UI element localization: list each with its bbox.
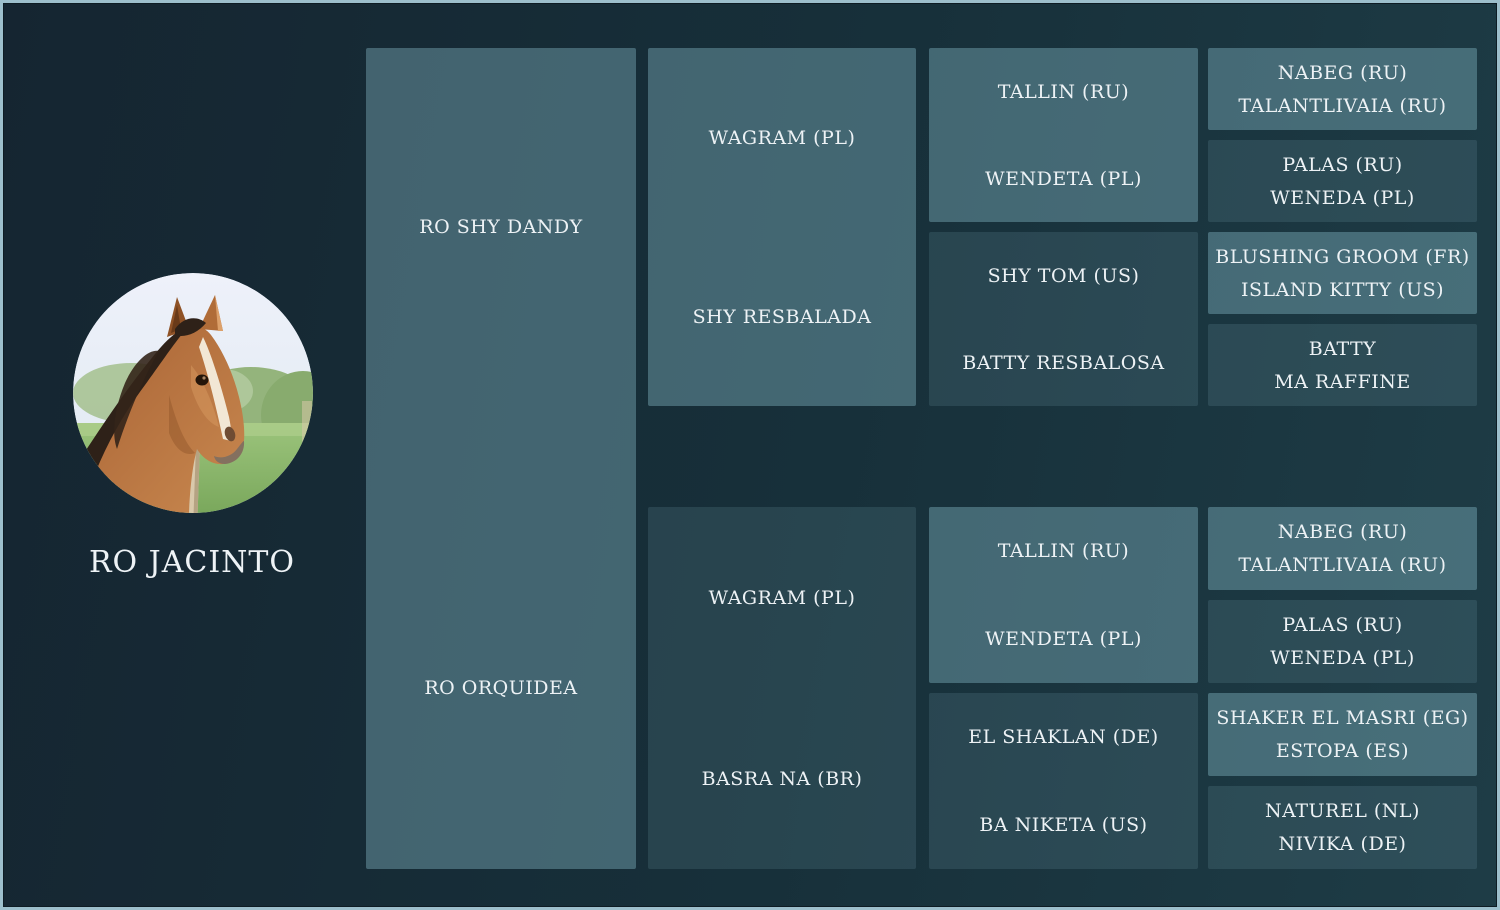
ancestor-name: SHAKER EL MASRI (EG): [1216, 707, 1469, 729]
ancestor-name: NATUREL (NL): [1265, 800, 1420, 822]
ancestor-name: TALANTLIVAIA (RU): [1238, 554, 1447, 576]
ancestor-name: BLUSHING GROOM (FR): [1215, 245, 1470, 268]
ancestor-name: BATTY: [1308, 337, 1377, 360]
ancestor-cell: WENDETA (PL): [929, 595, 1198, 683]
ancestor-name: BATTY RESBALOSA: [962, 351, 1165, 374]
ancestor-name: BASRA NA (BR): [701, 767, 863, 790]
ancestor-name: WENEDA (PL): [1270, 186, 1415, 209]
ancestor-name: RO SHY DANDY: [419, 216, 583, 238]
pedigree-box-gen4-1[interactable]: PALAS (RU) WENEDA (PL): [1208, 140, 1477, 222]
ancestor-name: RO ORQUIDEA: [424, 677, 578, 699]
pedigree-box-gen3-3[interactable]: EL SHAKLAN (DE) BA NIKETA (US): [929, 693, 1198, 869]
pedigree-box-gen3-0[interactable]: TALLIN (RU) WENDETA (PL): [929, 48, 1198, 222]
ancestor-name: SHY RESBALADA: [692, 305, 872, 328]
ancestor-cell: BA NIKETA (US): [929, 781, 1198, 869]
ancestor-name: ESTOPA (ES): [1275, 740, 1410, 762]
ancestor-name: TALLIN (RU): [997, 540, 1130, 562]
ancestor-cell: WAGRAM (PL): [648, 48, 916, 227]
ancestor-cell: BASRA NA (BR): [648, 688, 916, 869]
ancestor-name: WAGRAM (PL): [708, 126, 856, 149]
pedigree-box-gen2-dam-parents[interactable]: WAGRAM (PL) BASRA NA (BR): [648, 507, 916, 869]
pedigree-box-gen4-0[interactable]: NABEG (RU) TALANTLIVAIA (RU): [1208, 48, 1477, 130]
pedigree-box-gen4-6[interactable]: SHAKER EL MASRI (EG) ESTOPA (ES): [1208, 693, 1477, 776]
ancestor-cell: TALLIN (RU): [929, 507, 1198, 595]
ancestor-cell: BATTY RESBALOSA: [929, 319, 1198, 406]
ancestor-name: WAGRAM (PL): [708, 586, 856, 609]
ancestor-cell: WENDETA (PL): [929, 135, 1198, 222]
ancestor-name: TALLIN (RU): [997, 80, 1130, 103]
ancestor-name: BA NIKETA (US): [979, 814, 1148, 836]
box-spacer: [366, 406, 636, 507]
ancestor-name: WENDETA (PL): [985, 628, 1142, 650]
ancestor-name: EL SHAKLAN (DE): [968, 726, 1159, 748]
pedigree-box-gen1-parents[interactable]: RO SHY DANDY RO ORQUIDEA: [366, 48, 636, 869]
ancestor-cell: SHY TOM (US): [929, 232, 1198, 319]
ancestor-name: ISLAND KITTY (US): [1240, 278, 1445, 301]
pedigree-box-gen4-2[interactable]: BLUSHING GROOM (FR) ISLAND KITTY (US): [1208, 232, 1477, 314]
pedigree-box-gen3-2[interactable]: TALLIN (RU) WENDETA (PL): [929, 507, 1198, 683]
pedigree-box-gen3-1[interactable]: SHY TOM (US) BATTY RESBALOSA: [929, 232, 1198, 406]
pedigree-box-gen4-4[interactable]: NABEG (RU) TALANTLIVAIA (RU): [1208, 507, 1477, 590]
ancestor-cell: RO SHY DANDY: [366, 48, 636, 406]
ancestor-name: NIVIKA (DE): [1278, 833, 1407, 855]
subject-name: RO JACINTO: [88, 545, 296, 580]
ancestor-name: WENEDA (PL): [1270, 647, 1415, 669]
pedigree-box-gen4-5[interactable]: PALAS (RU) WENEDA (PL): [1208, 600, 1477, 683]
ancestor-cell: EL SHAKLAN (DE): [929, 693, 1198, 781]
ancestor-cell: SHY RESBALADA: [648, 227, 916, 406]
ancestor-cell: WAGRAM (PL): [648, 507, 916, 688]
ancestor-name: SHY TOM (US): [987, 264, 1140, 287]
ancestor-name: NABEG (RU): [1277, 61, 1408, 84]
ancestor-name: NABEG (RU): [1277, 521, 1408, 543]
ancestor-name: MA RAFFINE: [1274, 370, 1411, 393]
ancestor-cell: RO ORQUIDEA: [366, 507, 636, 869]
ancestor-name: WENDETA (PL): [985, 167, 1142, 190]
ancestor-name: PALAS (RU): [1282, 614, 1403, 636]
horse-portrait-illustration: [73, 273, 313, 513]
ancestor-cell: TALLIN (RU): [929, 48, 1198, 135]
pedigree-box-gen4-7[interactable]: NATUREL (NL) NIVIKA (DE): [1208, 786, 1477, 869]
pedigree-box-gen2-sire-parents[interactable]: WAGRAM (PL) SHY RESBALADA: [648, 48, 916, 406]
ancestor-name: PALAS (RU): [1282, 153, 1403, 176]
ancestor-name: TALANTLIVAIA (RU): [1238, 94, 1447, 117]
pedigree-box-gen4-3[interactable]: BATTY MA RAFFINE: [1208, 324, 1477, 406]
horse-photo: [73, 273, 313, 513]
